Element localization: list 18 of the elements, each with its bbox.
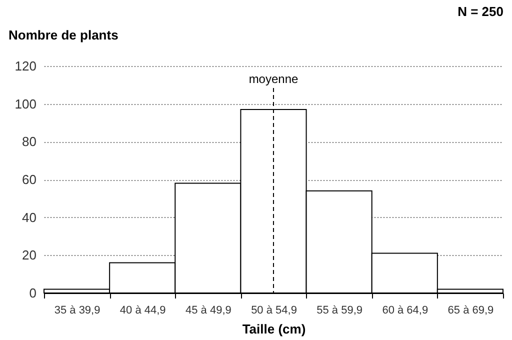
y-tick-label: 80 — [22, 134, 36, 150]
x-tick-label: 60 à 64,9 — [382, 304, 428, 316]
x-tick-label: 35 à 39,9 — [54, 304, 100, 316]
x-axis-title: Taille (cm) — [242, 322, 306, 336]
y-axis-title: Nombre de plants — [8, 28, 118, 42]
x-tick-label: 55 à 59,9 — [316, 304, 363, 316]
ref-line-label: moyenne — [248, 72, 299, 86]
y-tick-label: 20 — [22, 248, 36, 263]
y-tick-label: 100 — [14, 96, 36, 112]
y-tick-label: 40 — [22, 210, 36, 225]
y-tick-label: 0 — [29, 286, 36, 300]
y-tick-label: 60 — [22, 172, 36, 187]
text: N = 250 — [458, 4, 504, 19]
x-tick-label: 65 à 69,9 — [448, 304, 494, 316]
x-tick-label: 45 à 49,9 — [185, 304, 232, 316]
x-tick-label: 50 à 54,9 — [251, 304, 297, 316]
x-tick-label: 40 à 44,9 — [120, 304, 166, 316]
y-tick-label: 120 — [14, 58, 36, 74]
